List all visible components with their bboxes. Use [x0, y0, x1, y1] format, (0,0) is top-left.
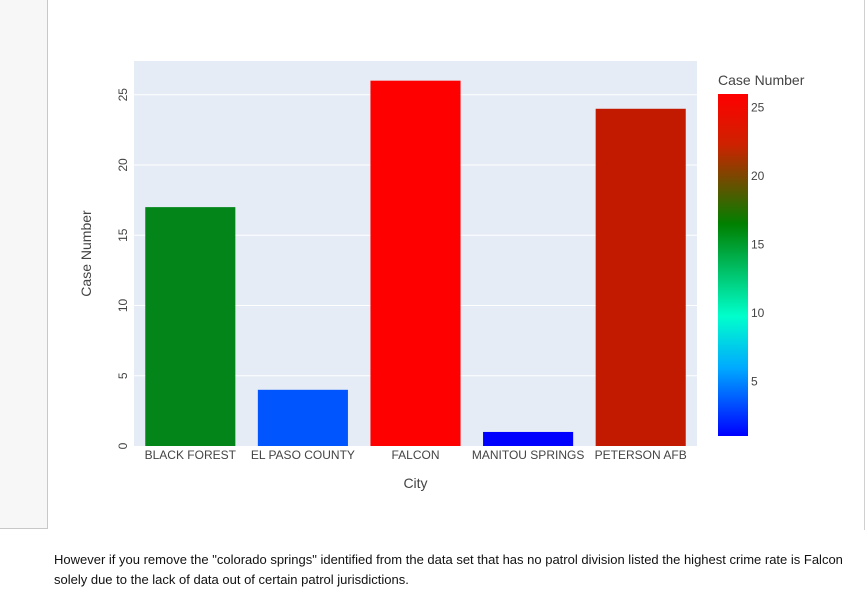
- x-tick-label: BLACK FOREST: [145, 448, 237, 462]
- y-tick-label: 10: [116, 298, 130, 312]
- colorbar-tick-labels: 5 10 15 20 25: [751, 101, 765, 389]
- colorbar-tick-label: 15: [751, 237, 765, 251]
- colorbar-tick-label: 10: [751, 306, 765, 320]
- y-axis-title: Case Number: [78, 210, 94, 297]
- bar[interactable]: [595, 108, 686, 447]
- x-tick-label: FALCON: [391, 448, 439, 462]
- y-tick-label: 5: [116, 372, 130, 379]
- colorbar: [718, 94, 748, 436]
- colorbar-title: Case Number: [718, 72, 805, 88]
- caption-text: However if you remove the "colorado spri…: [54, 552, 843, 587]
- bar[interactable]: [483, 431, 574, 446]
- bar-chart: BLACK FOREST EL PASO COUNTY FALCON MANITOU …: [78, 61, 805, 491]
- y-tick-labels: 0 5 10 15 20 25: [116, 88, 130, 450]
- bar[interactable]: [257, 389, 348, 446]
- x-axis-title: City: [403, 475, 427, 491]
- y-tick-label: 0: [116, 442, 130, 449]
- y-tick-label: 25: [116, 88, 130, 102]
- colorbar-tick-label: 20: [751, 169, 765, 183]
- page-divider: [864, 0, 865, 530]
- x-tick-label: PETERSON AFB: [595, 448, 687, 462]
- y-tick-label: 20: [116, 158, 130, 172]
- x-tick-label: EL PASO COUNTY: [251, 448, 355, 462]
- bars: [145, 80, 686, 447]
- bar[interactable]: [145, 207, 236, 446]
- x-tick-labels: BLACK FOREST EL PASO COUNTY FALCON MANITOU …: [145, 448, 687, 462]
- sidebar-panel: [0, 0, 48, 529]
- bar[interactable]: [370, 80, 461, 446]
- colorbar-tick-label: 5: [751, 374, 758, 388]
- x-tick-label: MANITOU SPRINGS: [472, 448, 584, 462]
- y-tick-label: 15: [116, 228, 130, 242]
- colorbar-tick-label: 25: [751, 101, 765, 115]
